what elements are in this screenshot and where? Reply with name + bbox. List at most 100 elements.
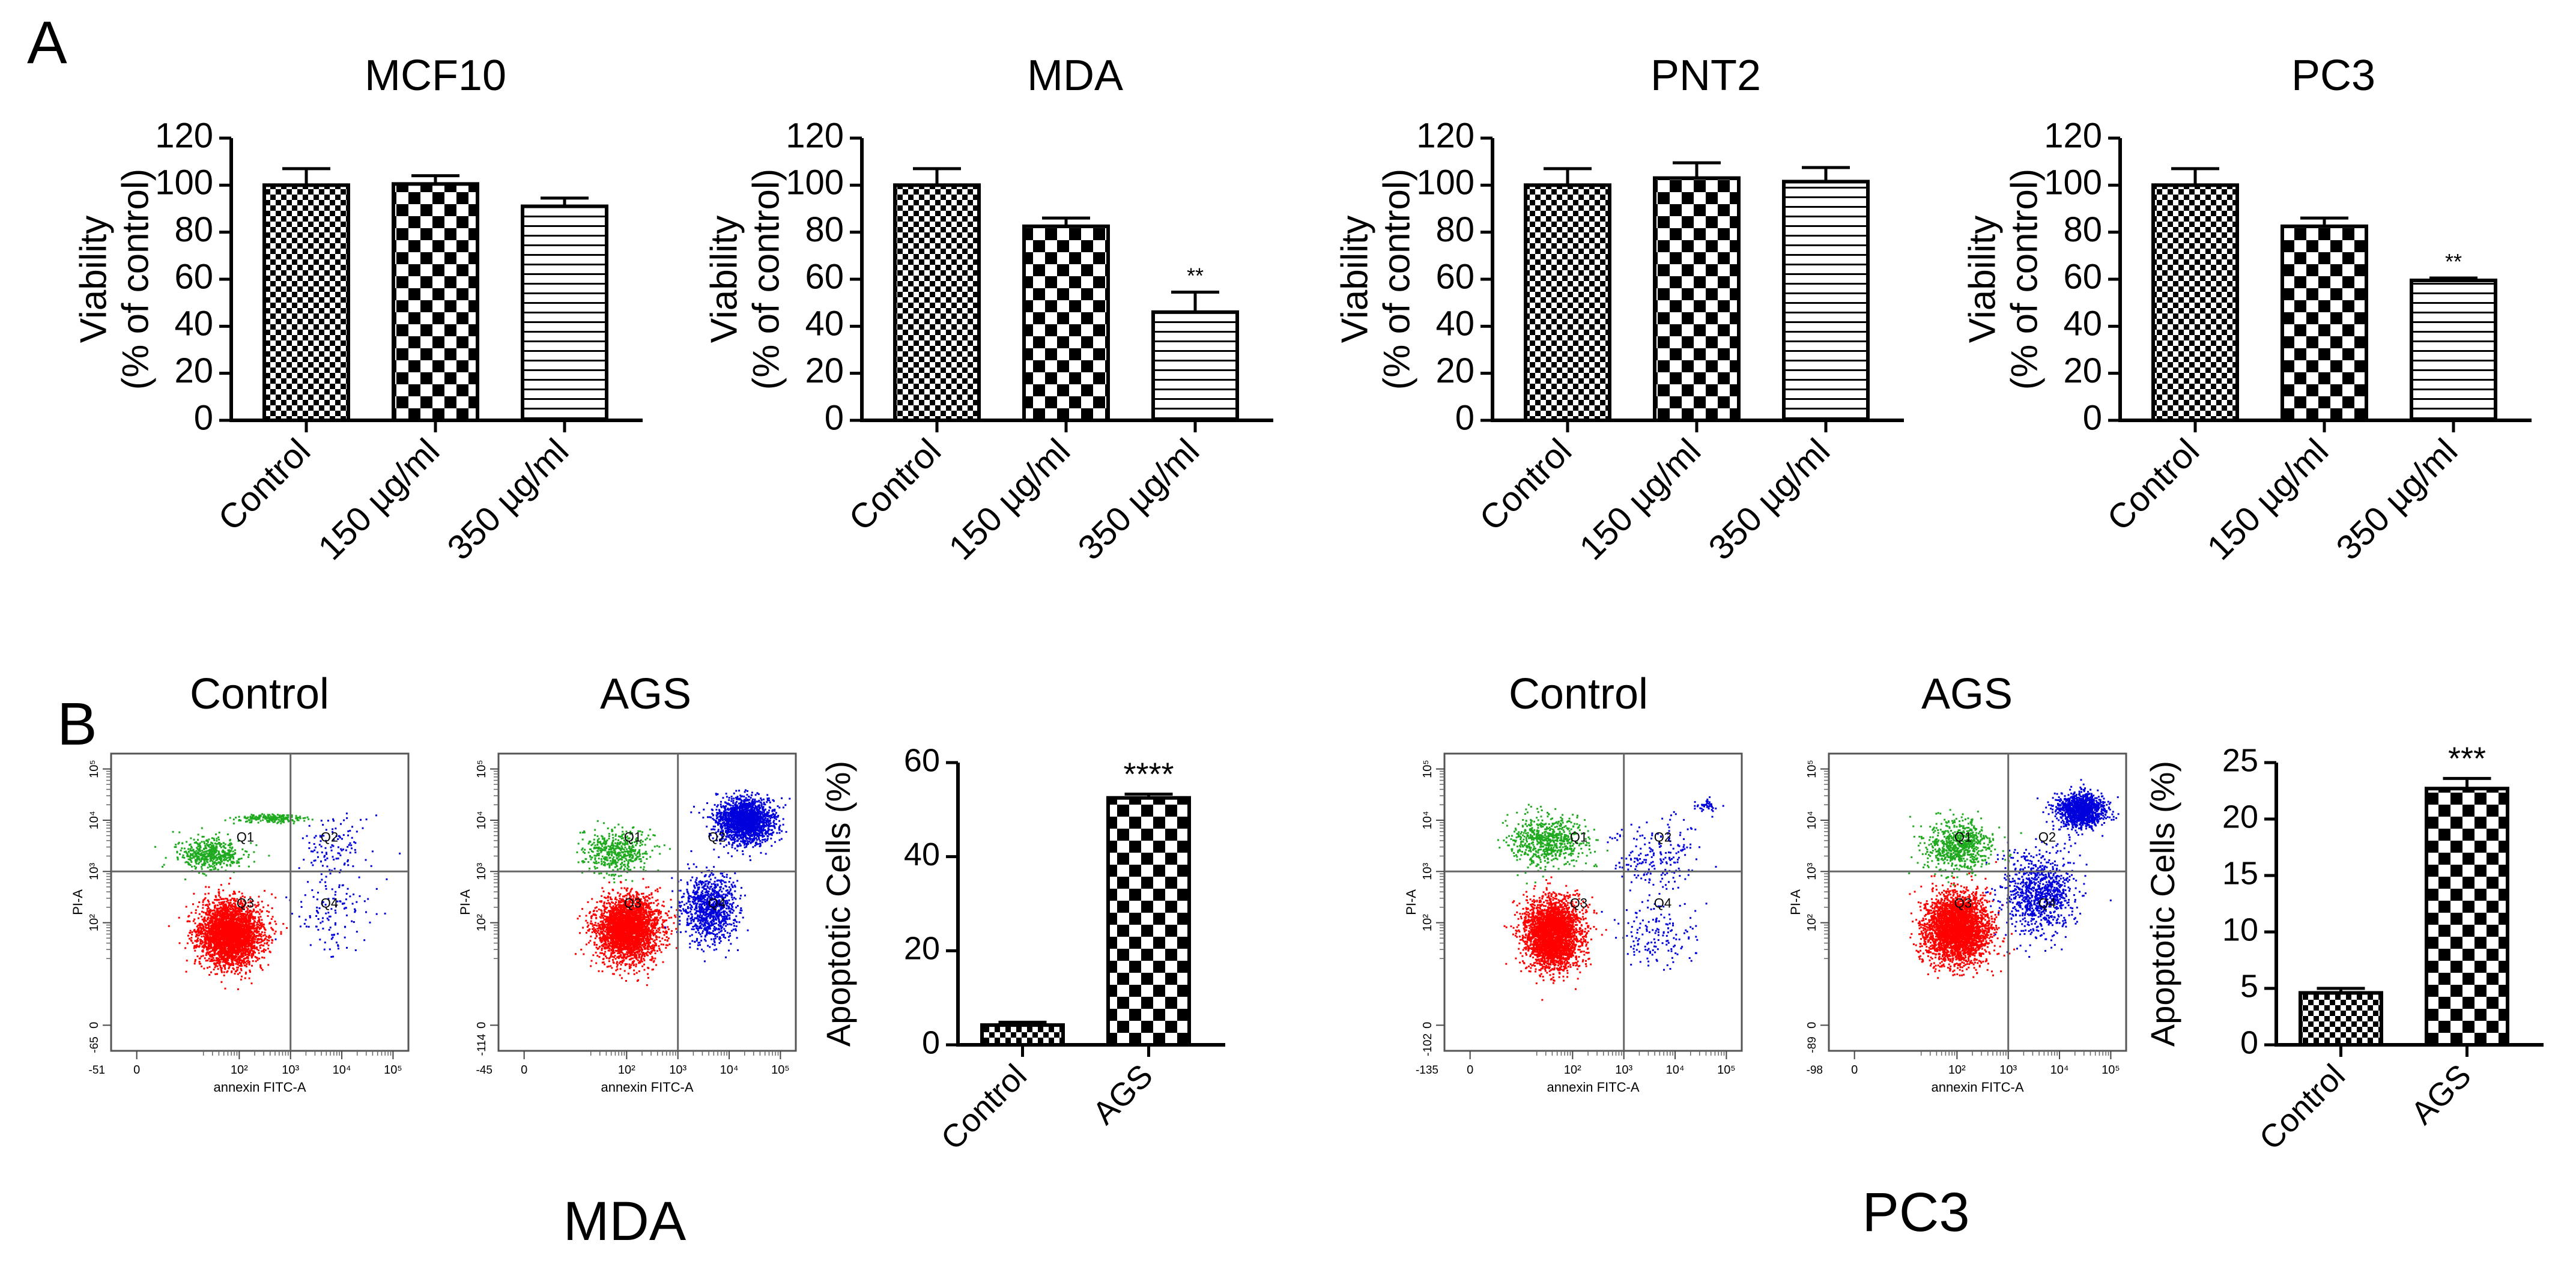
- event-dot: [261, 969, 264, 971]
- event-dot: [245, 946, 247, 948]
- event-dot: [259, 945, 261, 947]
- event-dot: [223, 898, 225, 900]
- event-dot: [306, 816, 309, 818]
- event-dot: [242, 930, 244, 933]
- event-dot: [232, 948, 234, 949]
- event-dot: [187, 854, 189, 857]
- event-dot: [212, 866, 214, 868]
- event-dot: [178, 916, 180, 919]
- event-dot: [257, 817, 259, 819]
- event-dot: [237, 901, 239, 903]
- event-dot: [271, 928, 273, 930]
- event-dot: [262, 925, 265, 928]
- event-dot: [591, 898, 593, 900]
- event-dot: [238, 972, 241, 974]
- event-dot: [168, 925, 170, 927]
- event-dot: [198, 923, 201, 925]
- event-dot: [246, 933, 249, 935]
- event-dot: [291, 820, 294, 821]
- event-dot: [363, 900, 366, 903]
- event-dot: [254, 935, 256, 937]
- event-dot: [247, 938, 250, 940]
- event-dot: [240, 940, 242, 943]
- event-dot: [200, 955, 202, 958]
- event-dot: [228, 936, 231, 939]
- event-dot: [220, 918, 223, 920]
- event-dot: [233, 902, 235, 904]
- event-dot: [229, 919, 232, 921]
- event-dot: [249, 819, 251, 821]
- event-dot: [198, 857, 201, 860]
- event-dot: [259, 927, 261, 929]
- event-dot: [226, 852, 228, 854]
- event-dot: [246, 949, 248, 951]
- event-dot: [231, 903, 233, 906]
- x-tick-label: Control: [2252, 1057, 2352, 1157]
- event-dot: [291, 913, 293, 915]
- event-dot: [232, 968, 235, 970]
- event-dot: [268, 934, 270, 937]
- event-dot: [305, 925, 308, 928]
- x-tick-label: 150 µg/ml: [2199, 431, 2336, 567]
- event-dot: [327, 912, 330, 914]
- cell-line-label-pc3: PC3: [1862, 1182, 1970, 1243]
- event-dot: [239, 915, 241, 918]
- event-dot: [227, 860, 229, 862]
- event-dot: [237, 963, 239, 966]
- event-dot: [260, 941, 262, 943]
- event-dot: [233, 927, 235, 929]
- y-tick-label: 40: [805, 304, 844, 343]
- event-dot: [300, 906, 303, 908]
- event-dot: [229, 895, 231, 897]
- event-dot: [206, 947, 208, 949]
- event-dot: [343, 819, 345, 821]
- event-dot: [255, 930, 257, 932]
- event-dot: [254, 938, 256, 940]
- x-axis-title: annexin FITC-A: [213, 1080, 306, 1095]
- event-dot: [262, 906, 265, 909]
- event-dot: [217, 868, 219, 871]
- event-dot: [197, 937, 199, 939]
- event-dot: [224, 819, 226, 821]
- event-dot: [192, 903, 194, 906]
- event-dot: [219, 964, 222, 967]
- event-dot: [187, 858, 190, 860]
- event-dot: [266, 939, 268, 941]
- event-dot: [602, 891, 605, 893]
- event-dot: [279, 814, 281, 817]
- event-dot: [235, 928, 237, 930]
- event-dot: [270, 918, 273, 920]
- event-dot: [255, 844, 258, 847]
- event-dot: [226, 963, 228, 965]
- event-dot: [211, 849, 214, 851]
- event-dot: [224, 843, 226, 845]
- event-dot: [224, 918, 226, 920]
- event-dot: [222, 925, 225, 928]
- y-axis-label: Viability: [73, 216, 114, 343]
- event-dot: [232, 916, 235, 919]
- event-dot: [220, 947, 222, 949]
- event-dot: [234, 923, 237, 925]
- event-dot: [235, 963, 237, 965]
- event-dot: [232, 822, 235, 824]
- event-dot: [184, 947, 187, 949]
- event-dot: [204, 957, 206, 960]
- event-dot: [216, 909, 219, 911]
- event-dot: [237, 859, 240, 860]
- event-dot: [199, 930, 202, 933]
- event-dot: [351, 920, 353, 922]
- x-tick-label: 350 µg/ml: [1701, 431, 1837, 567]
- event-dot: [220, 967, 223, 969]
- event-dot: [247, 957, 249, 960]
- event-dot: [271, 916, 274, 918]
- event-dot: [237, 919, 239, 921]
- event-dot: [205, 912, 208, 914]
- event-dot: [208, 849, 210, 851]
- event-dot: [232, 853, 234, 856]
- event-dot: [256, 924, 258, 926]
- event-dot: [320, 922, 322, 924]
- event-dot: [228, 904, 230, 907]
- event-dot: [253, 851, 255, 853]
- event-dot: [199, 963, 202, 965]
- event-dot: [221, 949, 223, 951]
